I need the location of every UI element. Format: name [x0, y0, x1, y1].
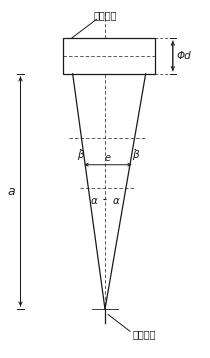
Text: α: α — [112, 197, 119, 207]
Text: 起升卷筒: 起升卷筒 — [93, 10, 117, 20]
Text: β: β — [132, 150, 139, 160]
Text: a: a — [8, 185, 16, 198]
Text: α: α — [91, 197, 98, 207]
Text: 导向滑轮: 导向滑轮 — [132, 329, 156, 339]
Text: Φd: Φd — [177, 51, 192, 61]
Text: β: β — [77, 150, 84, 160]
Text: e: e — [105, 153, 111, 163]
